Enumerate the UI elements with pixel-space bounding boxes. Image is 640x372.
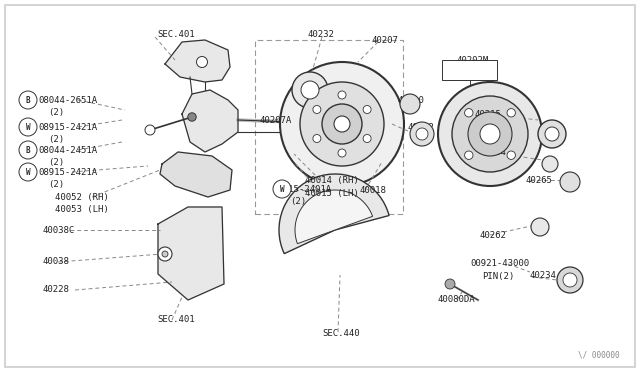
Circle shape — [313, 106, 321, 113]
Text: (2): (2) — [48, 135, 64, 144]
Circle shape — [363, 135, 371, 142]
Circle shape — [334, 116, 350, 132]
Wedge shape — [279, 174, 389, 254]
Circle shape — [480, 124, 500, 144]
Text: (2): (2) — [48, 108, 64, 116]
Circle shape — [563, 273, 577, 287]
Text: 40015 (LH): 40015 (LH) — [305, 189, 359, 198]
Circle shape — [545, 127, 559, 141]
Polygon shape — [158, 207, 224, 300]
Bar — [255, 40, 403, 214]
Text: \/ 000000: \/ 000000 — [579, 351, 620, 360]
Text: 40215: 40215 — [475, 109, 502, 119]
Polygon shape — [182, 90, 238, 152]
Text: 00921-43000: 00921-43000 — [470, 260, 529, 269]
Circle shape — [19, 141, 37, 159]
Text: B: B — [26, 96, 30, 105]
Text: 08044-2451A: 08044-2451A — [38, 145, 97, 154]
Text: PIN(2): PIN(2) — [482, 272, 515, 280]
Text: (2): (2) — [290, 196, 306, 205]
Text: 40234: 40234 — [530, 272, 557, 280]
Text: (2): (2) — [48, 180, 64, 189]
Text: 08044-2651A: 08044-2651A — [38, 96, 97, 105]
Text: B: B — [26, 145, 30, 154]
Polygon shape — [165, 40, 230, 82]
Circle shape — [162, 251, 168, 257]
Circle shape — [363, 106, 371, 113]
Text: 08915-2401A: 08915-2401A — [272, 185, 331, 193]
Text: SEC.401: SEC.401 — [157, 29, 195, 38]
Circle shape — [188, 113, 196, 121]
Circle shape — [452, 96, 528, 172]
Text: 40228: 40228 — [42, 285, 69, 295]
Text: 40052 (RH): 40052 (RH) — [55, 192, 109, 202]
Circle shape — [19, 91, 37, 109]
Circle shape — [145, 125, 155, 135]
Text: 40014 (RH): 40014 (RH) — [305, 176, 359, 185]
Bar — [442, 60, 497, 80]
Circle shape — [507, 109, 515, 117]
Circle shape — [292, 72, 328, 108]
Circle shape — [338, 91, 346, 99]
Text: 40038: 40038 — [42, 257, 69, 266]
Circle shape — [416, 128, 428, 140]
Circle shape — [273, 180, 291, 198]
Circle shape — [465, 109, 473, 117]
Circle shape — [19, 163, 37, 181]
Text: SEC.401: SEC.401 — [157, 315, 195, 324]
Text: W: W — [26, 122, 30, 131]
Text: 40210: 40210 — [398, 96, 425, 105]
Circle shape — [322, 104, 362, 144]
Text: W: W — [26, 167, 30, 176]
Text: 08915-2421A: 08915-2421A — [38, 167, 97, 176]
Circle shape — [19, 118, 37, 136]
Text: 40222: 40222 — [408, 122, 435, 131]
Text: 08915-2421A: 08915-2421A — [38, 122, 97, 131]
Circle shape — [465, 151, 473, 160]
Circle shape — [445, 279, 455, 289]
Circle shape — [531, 218, 549, 236]
Text: 40207A: 40207A — [260, 115, 292, 125]
Circle shape — [538, 120, 566, 148]
Circle shape — [300, 82, 384, 166]
Text: 40053 (LH): 40053 (LH) — [55, 205, 109, 214]
Circle shape — [438, 82, 542, 186]
Text: SEC.440: SEC.440 — [322, 330, 360, 339]
Text: 40264: 40264 — [480, 148, 507, 157]
Circle shape — [542, 156, 558, 172]
Text: 40262: 40262 — [480, 231, 507, 240]
Text: 40080DA: 40080DA — [438, 295, 476, 305]
Text: (2): (2) — [48, 157, 64, 167]
Circle shape — [468, 112, 512, 156]
Circle shape — [338, 149, 346, 157]
Circle shape — [280, 62, 404, 186]
Circle shape — [158, 247, 172, 261]
Text: 40038C: 40038C — [42, 225, 74, 234]
Circle shape — [301, 81, 319, 99]
Text: 40265: 40265 — [525, 176, 552, 185]
Text: W: W — [280, 185, 284, 193]
Text: 40232: 40232 — [308, 29, 335, 38]
Circle shape — [196, 57, 207, 67]
Circle shape — [313, 135, 321, 142]
Circle shape — [507, 151, 515, 160]
Text: 40202M: 40202M — [457, 55, 489, 64]
Circle shape — [560, 172, 580, 192]
Circle shape — [400, 94, 420, 114]
Circle shape — [410, 122, 434, 146]
Text: 40018: 40018 — [360, 186, 387, 195]
Text: 40207: 40207 — [372, 35, 399, 45]
Polygon shape — [160, 152, 232, 197]
Wedge shape — [295, 190, 372, 244]
Circle shape — [557, 267, 583, 293]
